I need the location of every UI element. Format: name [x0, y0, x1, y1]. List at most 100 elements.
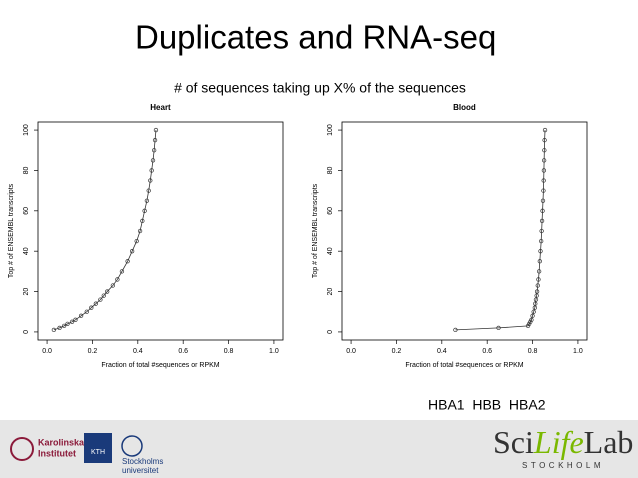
data-point	[542, 148, 547, 153]
slide-title: Duplicates and RNA-seq	[135, 19, 496, 56]
y-tick-label: 80	[327, 166, 334, 174]
data-point	[146, 188, 151, 193]
x-tick-label: 0.6	[178, 348, 188, 355]
logo-text: KTH	[91, 449, 105, 456]
data-point	[148, 178, 153, 183]
data-point	[541, 178, 546, 183]
data-point	[140, 218, 145, 224]
data-point	[65, 321, 70, 327]
logo-text: Life	[533, 424, 584, 460]
data-point	[531, 309, 536, 314]
data-point	[98, 297, 103, 302]
x-tick-label: 0.8	[224, 348, 234, 355]
scilifelab-logo: SciLifeLab	[493, 424, 633, 460]
x-tick-label: 0.4	[133, 348, 143, 355]
y-tick-label: 0	[327, 330, 334, 334]
data-point	[539, 238, 544, 244]
data-point	[541, 168, 547, 173]
data-point	[57, 325, 62, 331]
chart: Blood Fraction of total #sequences or RPK…	[312, 103, 588, 369]
logo-text: Stockholms	[122, 457, 163, 466]
data-point	[153, 127, 159, 133]
data-point	[152, 138, 158, 143]
data-point	[538, 249, 543, 254]
x-tick-label: 0.2	[392, 348, 402, 355]
data-point	[73, 317, 78, 322]
x-tick-label: 0.8	[528, 348, 538, 355]
data-point	[542, 127, 548, 133]
data-point	[137, 228, 143, 234]
data-point	[534, 293, 539, 298]
logo-text: Institutet	[38, 448, 76, 458]
data-point	[540, 208, 545, 213]
x-tick-label: 0.0	[42, 348, 52, 355]
kth-logo	[84, 433, 112, 463]
y-tick-label: 0	[23, 330, 30, 334]
slide-subtitle: # of sequences taking up X% of the seque…	[174, 80, 466, 96]
x-tick-label: 0.4	[437, 348, 447, 355]
data-point	[101, 293, 106, 298]
data-point	[125, 259, 130, 264]
logo-text: universitet	[122, 466, 159, 475]
data-point	[541, 188, 546, 193]
y-tick-label: 40	[23, 247, 30, 255]
data-point	[536, 277, 541, 282]
chart-title: Heart	[150, 103, 171, 112]
data-point	[151, 148, 157, 153]
data-point	[532, 305, 537, 310]
data-point	[93, 301, 98, 306]
logo-text: Sci	[493, 424, 534, 460]
logo-text: STOCKHOLM	[522, 461, 604, 470]
clip-band	[0, 96, 638, 100]
data-point	[142, 208, 147, 213]
y-tick-label: 60	[23, 207, 30, 215]
x-tick-label: 0.2	[88, 348, 98, 355]
data-point	[89, 305, 94, 310]
logo-text: Lab	[584, 424, 634, 460]
data-point	[533, 301, 538, 306]
data-point	[533, 297, 539, 302]
data-point	[539, 228, 544, 234]
data-point	[51, 327, 57, 333]
y-tick-label: 60	[327, 207, 334, 215]
y-tick-label: 80	[23, 166, 30, 174]
logo-text: Karolinska	[38, 437, 85, 447]
stockholms-logo	[121, 435, 143, 457]
data-point	[530, 313, 535, 318]
data-point	[534, 289, 540, 294]
data-point	[110, 283, 116, 288]
x-tick-label: 1.0	[573, 348, 583, 355]
y-tick-label: 20	[23, 288, 30, 296]
data-point	[541, 158, 547, 163]
x-axis-label: Fraction of total #sequences or RPKM	[405, 362, 523, 369]
annotation: HBA1 HBB HBA2	[428, 397, 546, 413]
data-point	[144, 198, 150, 203]
y-tick-label: 100	[327, 124, 334, 136]
x-tick-label: 0.6	[482, 348, 492, 355]
data-point	[149, 168, 154, 173]
data-point	[115, 277, 120, 282]
data-point	[119, 269, 125, 274]
data-point	[536, 269, 542, 274]
plot-frame	[37, 121, 284, 341]
y-axis-label: Top # of ENSEMBL transcripts	[312, 183, 319, 278]
data-point	[535, 283, 540, 288]
chart-title: Blood	[453, 103, 476, 112]
chart: Heart Fraction of total #sequences or RPK…	[8, 103, 284, 369]
x-tick-label: 0.0	[346, 348, 356, 355]
data-point	[69, 319, 75, 324]
y-tick-label: 100	[23, 124, 30, 136]
data-point	[134, 238, 139, 244]
data-point	[78, 313, 84, 318]
data-point	[129, 249, 135, 254]
data-point	[542, 138, 547, 143]
y-tick-label: 40	[327, 247, 334, 255]
data-point	[539, 218, 545, 224]
data-point	[529, 317, 534, 322]
data-point	[105, 289, 110, 294]
data-point	[61, 323, 67, 329]
karolinska-logo	[10, 437, 34, 461]
